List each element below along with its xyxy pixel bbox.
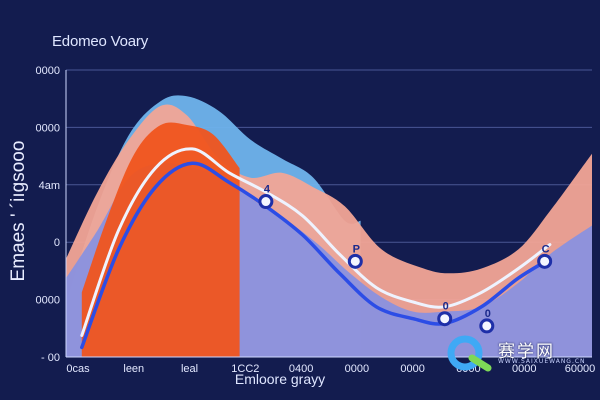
- line-series-1: [80, 147, 552, 337]
- data-marker-label: 4: [264, 184, 271, 196]
- data-marker-label: 0: [443, 301, 449, 313]
- data-marker: [537, 253, 553, 269]
- x-tick-label: 1CC2: [231, 363, 259, 375]
- x-tick-label: 60000: [565, 363, 596, 375]
- data-marker: [479, 318, 495, 334]
- x-tick-label: 0000: [400, 363, 424, 375]
- y-tick-label: 0000: [36, 122, 60, 134]
- y-tick-label: 4am: [39, 180, 60, 192]
- data-marker: [258, 194, 274, 210]
- data-marker: [437, 311, 453, 327]
- data-marker-label: P: [353, 243, 360, 255]
- chart-title: Edomeo Voary: [52, 33, 148, 50]
- watermark-logo: 赛学网 WWW.SAIXUEWANG.CN: [446, 334, 596, 372]
- y-tick-label: 0: [54, 237, 60, 249]
- x-tick-label: leal: [181, 363, 198, 375]
- x-tick-labels: 0cas leen leal 1CC2 0400 0000 0000 0000 0000 6000…: [66, 363, 595, 375]
- data-marker-label: C: [542, 243, 550, 255]
- data-marker: [347, 253, 363, 269]
- data-marker-label: 0: [485, 308, 491, 320]
- x-axis-label: Emloore grayy: [234, 371, 326, 387]
- y-tick-label: 0000: [36, 65, 60, 77]
- watermark-text: 赛学网: [498, 342, 555, 362]
- x-tick-label: 0000: [345, 363, 369, 375]
- y-tick-label: 0000: [36, 295, 60, 307]
- watermark-subtext: WWW.SAIXUEWANG.CN: [498, 358, 586, 365]
- y-axis-label: Emaes ' ´iıgsooo: [8, 140, 29, 282]
- y-tick-label: - 00: [41, 352, 60, 364]
- area-series-4: [81, 122, 240, 357]
- x-tick-label: 0000: [512, 363, 536, 375]
- area-series: [66, 95, 592, 358]
- line-series: [80, 147, 552, 350]
- x-tick-label: 0400: [289, 363, 313, 375]
- x-tick-label: 0cas: [66, 363, 90, 375]
- data-markers: 4 P 0 0 C: [258, 184, 553, 334]
- line-series-2: [80, 161, 552, 350]
- watermark-q-icon: [447, 335, 492, 372]
- x-tick-label: leen: [123, 363, 144, 375]
